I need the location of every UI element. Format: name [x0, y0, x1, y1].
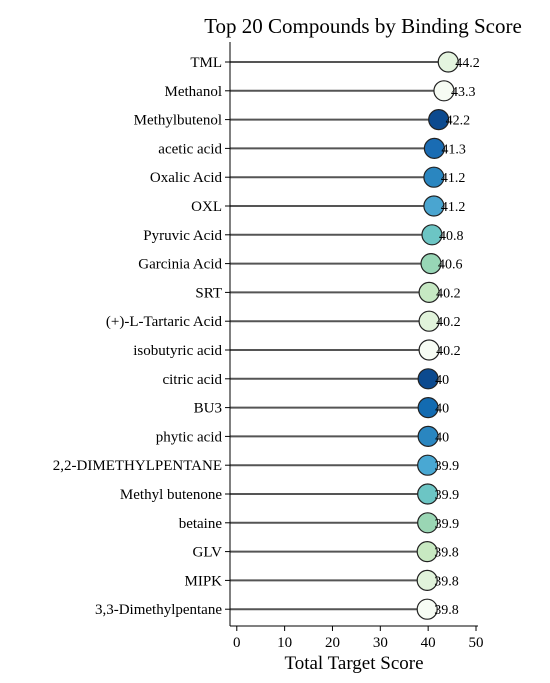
category-label: GLV	[193, 545, 223, 561]
chart-row: Oxalic Acid 41.2	[150, 166, 466, 188]
category-label: Methyl butenone	[120, 487, 222, 503]
lollipop-dot	[416, 569, 438, 592]
value-label: 39.8	[434, 574, 459, 589]
category-label: isobutyric acid	[133, 343, 222, 359]
lollipop-dot	[418, 310, 440, 332]
x-tick-label: 20	[325, 635, 340, 651]
category-label: TML	[190, 55, 222, 71]
chart-title: Top 20 Compounds by Binding Score	[204, 14, 522, 38]
lollipop-dot	[417, 483, 439, 505]
chart-row: MIPK 39.8	[184, 569, 459, 592]
chart-row: (+)-L-Tartaric Acid 40.2	[106, 310, 461, 332]
x-tick-label: 30	[373, 635, 388, 651]
chart-row: GLV 39.8	[193, 540, 459, 563]
value-label: 39.9	[435, 517, 460, 532]
category-label: citric acid	[162, 372, 222, 388]
chart-row: TML 44.2	[190, 51, 480, 73]
chart-row: Methyl butenone 39.9	[120, 483, 460, 505]
lollipop-dot	[428, 108, 450, 131]
value-label: 41.2	[441, 171, 466, 186]
category-label: BU3	[194, 401, 222, 417]
lollipop-dot	[421, 224, 443, 246]
lollipop-dot	[418, 339, 440, 361]
x-axis-title: Total Target Score	[284, 653, 423, 674]
chart-row: BU3 40	[194, 397, 449, 419]
lollipop-dot	[417, 512, 439, 534]
category-label: (+)-L-Tartaric Acid	[106, 314, 223, 330]
value-label: 39.8	[434, 603, 459, 618]
value-label: 41.3	[441, 142, 466, 157]
category-label: 3,3-Dimethylpentane	[95, 602, 222, 618]
chart-row: isobutyric acid 40.2	[133, 339, 461, 361]
chart-row: Methanol 43.3	[165, 80, 476, 102]
category-label: phytic acid	[156, 429, 223, 445]
category-label: Methanol	[165, 84, 223, 100]
chart-row: phytic acid 40	[156, 425, 449, 447]
lollipop-dot	[417, 368, 439, 390]
value-label: 39.9	[435, 459, 460, 474]
chart-rows: TML 44.2 Methanol 43.3 Methylbutenol 42.2 acet…	[53, 51, 480, 620]
value-label: 44.2	[455, 56, 480, 71]
value-label: 40.8	[439, 229, 464, 244]
lollipop-dot	[416, 598, 438, 620]
chart-row: OXL 41.2	[191, 195, 466, 217]
value-label: 39.8	[434, 546, 459, 561]
chart-row: 2,2-DIMETHYLPENTANE 39.9	[53, 454, 460, 476]
value-label: 40.2	[436, 344, 461, 359]
chart-row: Pyruvic Acid 40.8	[143, 224, 464, 246]
category-label: Pyruvic Acid	[143, 228, 222, 244]
x-tick-label: 40	[421, 635, 436, 651]
value-label: 41.2	[441, 200, 466, 215]
x-tick-label: 50	[469, 635, 484, 651]
category-label: betaine	[179, 516, 223, 532]
category-label: Methylbutenol	[134, 113, 222, 129]
lollipop-dot	[418, 281, 440, 303]
category-label: SRT	[195, 285, 222, 301]
category-label: acetic acid	[158, 141, 222, 157]
category-label: MIPK	[184, 573, 222, 589]
lollipop-dot	[416, 540, 438, 563]
lollipop-dot	[417, 454, 439, 476]
value-label: 39.9	[435, 488, 460, 503]
value-label: 40.2	[436, 286, 461, 301]
lollipop-dot	[433, 80, 455, 102]
value-label: 42.2	[446, 114, 471, 129]
value-label: 40.2	[436, 315, 461, 330]
value-label: 40	[435, 373, 449, 388]
chart-row: SRT 40.2	[195, 281, 461, 303]
lollipop-dot	[423, 137, 445, 159]
lollipop-dot	[420, 253, 442, 275]
category-label: 2,2-DIMETHYLPENTANE	[53, 458, 222, 474]
chart-row: betaine 39.9	[179, 512, 460, 534]
value-label: 40	[435, 430, 449, 445]
lollipop-dot	[417, 397, 439, 419]
value-label: 43.3	[451, 85, 476, 100]
chart-row: citric acid 40	[162, 368, 449, 390]
x-axis-ticks: 0 10 20 30 40 50	[233, 626, 484, 651]
x-tick-label: 0	[233, 635, 241, 651]
category-label: OXL	[191, 199, 222, 215]
lollipop-dot	[423, 166, 445, 188]
category-label: Garcinia Acid	[138, 257, 222, 273]
lollipop-dot	[417, 425, 439, 447]
value-label: 40.6	[438, 258, 463, 273]
category-label: Oxalic Acid	[150, 170, 223, 186]
x-tick-label: 10	[277, 635, 292, 651]
chart-row: Garcinia Acid 40.6	[138, 253, 463, 275]
lollipop-dot	[423, 195, 445, 217]
lollipop-dot	[437, 51, 459, 73]
value-label: 40	[435, 402, 449, 417]
chart-row: 3,3-Dimethylpentane 39.8	[95, 598, 459, 620]
chart-row: acetic acid 41.3	[158, 137, 466, 159]
chart-row: Methylbutenol 42.2	[134, 108, 471, 131]
